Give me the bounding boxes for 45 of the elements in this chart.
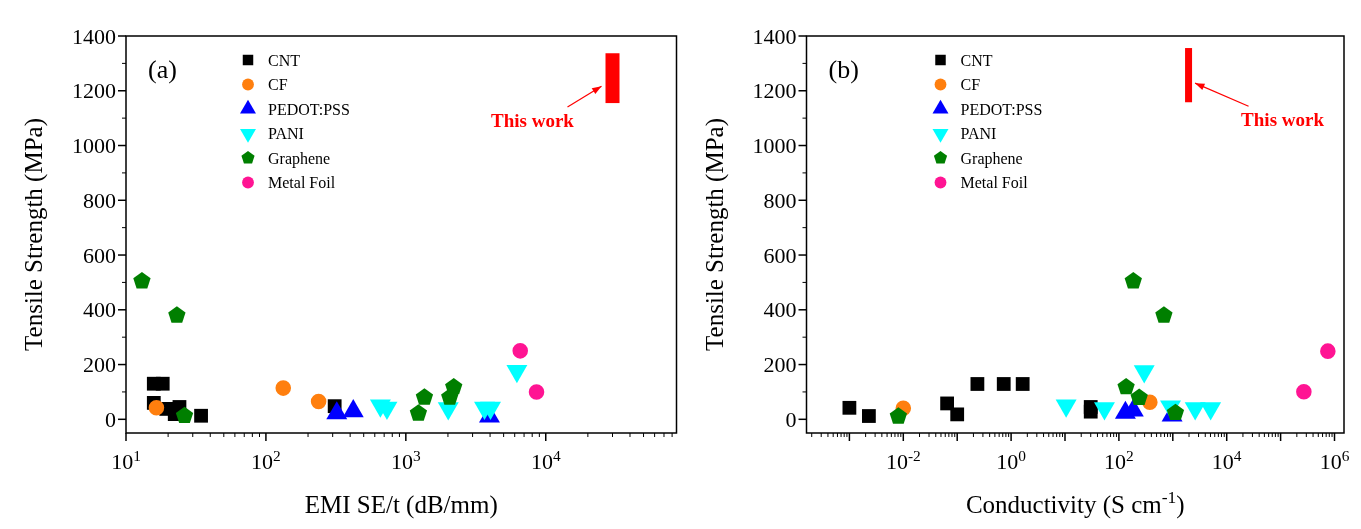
legend-label: CNT xyxy=(960,51,993,69)
legend-label: PEDOT:PSS xyxy=(960,100,1043,118)
legend-label: PANI xyxy=(960,125,997,143)
y-tick-label: 400 xyxy=(763,297,797,323)
x-tick-label: 10$^{0}$ xyxy=(996,446,1027,474)
x-tick-label: 10$^{1}$ xyxy=(111,446,141,474)
legend-label: CNT xyxy=(268,51,301,69)
y-tick-label: 800 xyxy=(83,187,116,213)
y-axis-title: Tensile Strength (MPa) xyxy=(20,118,48,351)
x-tick-label: 10$^{4}$ xyxy=(1211,446,1242,474)
y-tick-label: 600 xyxy=(83,242,116,268)
y-tick-label: 0 xyxy=(105,407,116,433)
y-tick-label: 1200 xyxy=(72,78,116,104)
legend-label: PANI xyxy=(268,125,304,143)
y-tick-label: 600 xyxy=(763,242,797,268)
x-tick-label: 10$^{2}$ xyxy=(1104,446,1134,474)
legend-label: CF xyxy=(268,76,288,94)
y-tick-label: 1000 xyxy=(72,133,116,159)
y-tick-label: 1200 xyxy=(752,78,797,104)
y-tick-label: 200 xyxy=(763,352,797,378)
x-tick-label: 10$^{3}$ xyxy=(390,446,421,474)
x-axis-title: EMI SE/t (dB/mm) xyxy=(304,491,498,519)
y-tick-label: 1400 xyxy=(72,23,116,49)
legend-label: Graphene xyxy=(960,149,1023,168)
annotation: (a) xyxy=(148,55,177,84)
y-tick-label: 1400 xyxy=(752,23,797,49)
x-axis-title: Conductivity (S cm$^{-1}$) xyxy=(965,487,1185,519)
y-tick-label: 0 xyxy=(785,407,797,433)
y-tick-label: 800 xyxy=(763,187,797,213)
x-tick-label: 10$^{6}$ xyxy=(1319,446,1350,474)
x-tick-label: 10$^{2}$ xyxy=(251,446,281,474)
legend-label: Metal Foil xyxy=(960,174,1029,192)
x-tick-label: 10$^{4}$ xyxy=(530,446,561,474)
legend-label: Graphene xyxy=(268,149,331,168)
y-tick-label: 200 xyxy=(83,352,116,378)
annotation: (b) xyxy=(828,55,859,84)
x-tick-label: 10$^{-2}$ xyxy=(885,446,921,474)
text: This work xyxy=(1241,109,1325,131)
y-tick-label: 1000 xyxy=(752,133,797,159)
y-tick-label: 400 xyxy=(83,297,116,323)
y-axis-title: Tensile Strength (MPa) xyxy=(700,118,729,351)
legend-label: Metal Foil xyxy=(268,174,336,192)
legend-label: CF xyxy=(960,76,981,94)
series-label: This work xyxy=(491,110,575,132)
legend-label: PEDOT:PSS xyxy=(268,100,350,118)
